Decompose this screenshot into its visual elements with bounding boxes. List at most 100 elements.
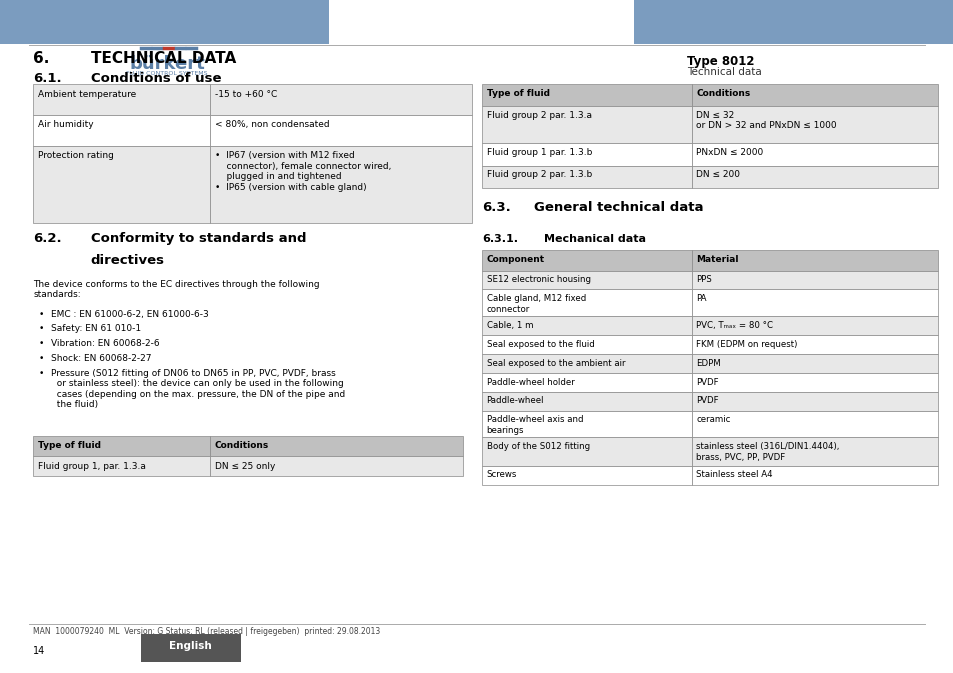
- Text: stainless steel (316L/DIN1.4404),
brass, PVC, PP, PVDF: stainless steel (316L/DIN1.4404), brass,…: [696, 442, 839, 462]
- Bar: [481, 271, 691, 289]
- Bar: [691, 316, 937, 335]
- Text: MAN  1000079240  ML  Version: G Status: RL (released | freigegeben)  printed: 29: MAN 1000079240 ML Version: G Status: RL …: [33, 627, 380, 636]
- Text: FKM (EDPM on request): FKM (EDPM on request): [696, 340, 797, 349]
- Text: 6.2.: 6.2.: [33, 232, 62, 244]
- Text: EDPM: EDPM: [696, 359, 720, 367]
- Bar: [481, 250, 691, 271]
- Text: PPS: PPS: [696, 275, 712, 284]
- Text: Cable gland, M12 fixed
connector: Cable gland, M12 fixed connector: [486, 294, 585, 314]
- Text: Pressure (S012 fitting of DN06 to DN65 in PP, PVC, PVDF, brass
  or stainless st: Pressure (S012 fitting of DN06 to DN65 i…: [51, 369, 344, 409]
- Text: PA: PA: [696, 294, 706, 303]
- Bar: [691, 166, 937, 188]
- Text: Mechanical data: Mechanical data: [543, 234, 645, 244]
- Text: Technical data: Technical data: [686, 67, 760, 77]
- Text: Paddle-wheel holder: Paddle-wheel holder: [486, 378, 574, 386]
- Text: •: •: [38, 369, 44, 378]
- Text: Air humidity: Air humidity: [38, 120, 93, 129]
- Bar: [481, 411, 691, 437]
- Text: Fluid group 1 par. 1.3.b: Fluid group 1 par. 1.3.b: [486, 148, 591, 157]
- Bar: [481, 354, 691, 373]
- Text: PVC, Tₘₐₓ = 80 °C: PVC, Tₘₐₓ = 80 °C: [696, 321, 773, 330]
- Text: •: •: [38, 324, 44, 333]
- Text: •: •: [38, 354, 44, 363]
- Bar: [481, 84, 691, 106]
- Text: Cable, 1 m: Cable, 1 m: [486, 321, 533, 330]
- Bar: [481, 466, 691, 485]
- Text: Stainless steel A4: Stainless steel A4: [696, 470, 772, 479]
- Text: TECHNICAL DATA: TECHNICAL DATA: [91, 51, 235, 66]
- Text: Component: Component: [486, 255, 544, 264]
- Bar: [634, 0, 953, 44]
- Bar: [691, 354, 937, 373]
- Bar: [481, 106, 691, 143]
- Text: 6.3.: 6.3.: [481, 201, 510, 214]
- Bar: [210, 146, 472, 223]
- Text: 6.3.1.: 6.3.1.: [481, 234, 517, 244]
- Text: < 80%, non condensated: < 80%, non condensated: [214, 120, 329, 129]
- Text: •: •: [38, 339, 44, 348]
- Text: Conditions of use: Conditions of use: [91, 72, 221, 85]
- Text: Type of fluid: Type of fluid: [38, 441, 101, 450]
- Bar: [481, 437, 691, 466]
- Text: -15 to +60 °C: -15 to +60 °C: [214, 90, 276, 98]
- Text: Protection rating: Protection rating: [38, 151, 114, 160]
- Text: General technical data: General technical data: [534, 201, 703, 214]
- Text: The device conforms to the EC directives through the following
standards:: The device conforms to the EC directives…: [33, 280, 319, 299]
- Text: DN ≤ 25 only: DN ≤ 25 only: [214, 462, 274, 470]
- Text: Shock: EN 60068-2-27: Shock: EN 60068-2-27: [51, 354, 151, 363]
- Bar: [141, 634, 241, 662]
- Text: PVDF: PVDF: [696, 396, 719, 405]
- Bar: [691, 289, 937, 316]
- Text: Screws: Screws: [486, 470, 517, 479]
- Bar: [210, 115, 472, 146]
- Bar: [691, 373, 937, 392]
- Text: Conformity to standards and: Conformity to standards and: [91, 232, 306, 244]
- Bar: [691, 392, 937, 411]
- Text: Body of the S012 fitting: Body of the S012 fitting: [486, 442, 589, 451]
- Bar: [691, 411, 937, 437]
- Text: •: •: [38, 310, 44, 318]
- Text: Fluid group 2 par. 1.3.a: Fluid group 2 par. 1.3.a: [486, 111, 591, 120]
- Bar: [691, 250, 937, 271]
- Text: ceramic: ceramic: [696, 415, 730, 424]
- Bar: [33, 456, 210, 476]
- Bar: [481, 143, 691, 166]
- Bar: [691, 437, 937, 466]
- Bar: [691, 106, 937, 143]
- Bar: [33, 84, 210, 115]
- Text: Paddle-wheel: Paddle-wheel: [486, 396, 543, 405]
- Bar: [691, 335, 937, 354]
- Text: •  IP67 (version with M12 fixed
    connector), female connector wired,
    plug: • IP67 (version with M12 fixed connector…: [214, 151, 391, 192]
- Text: PVDF: PVDF: [696, 378, 719, 386]
- Bar: [33, 115, 210, 146]
- Text: Type 8012: Type 8012: [686, 55, 754, 68]
- Text: Conditions: Conditions: [696, 89, 750, 98]
- Bar: [210, 436, 462, 456]
- Text: Ambient temperature: Ambient temperature: [38, 90, 136, 98]
- Text: Paddle-wheel axis and
bearings: Paddle-wheel axis and bearings: [486, 415, 582, 435]
- Bar: [481, 335, 691, 354]
- Text: English: English: [170, 641, 212, 651]
- Text: Conditions: Conditions: [214, 441, 269, 450]
- Text: Safety: EN 61 010-1: Safety: EN 61 010-1: [51, 324, 140, 333]
- Text: EMC : EN 61000-6-2, EN 61000-6-3: EMC : EN 61000-6-2, EN 61000-6-3: [51, 310, 208, 318]
- Bar: [481, 373, 691, 392]
- Text: 6.1.: 6.1.: [33, 72, 62, 85]
- Bar: [691, 84, 937, 106]
- Text: 14: 14: [33, 646, 46, 656]
- Text: PNxDN ≤ 2000: PNxDN ≤ 2000: [696, 148, 762, 157]
- Bar: [691, 271, 937, 289]
- Text: Type of fluid: Type of fluid: [486, 89, 549, 98]
- Text: SE12 electronic housing: SE12 electronic housing: [486, 275, 590, 284]
- Text: bürkert: bürkert: [129, 55, 205, 73]
- Text: Material: Material: [696, 255, 739, 264]
- Text: Fluid group 2 par. 1.3.b: Fluid group 2 par. 1.3.b: [486, 170, 591, 179]
- Text: Seal exposed to the ambient air: Seal exposed to the ambient air: [486, 359, 624, 367]
- Bar: [33, 146, 210, 223]
- Bar: [691, 143, 937, 166]
- Bar: [691, 466, 937, 485]
- Text: DN ≤ 200: DN ≤ 200: [696, 170, 740, 179]
- Bar: [481, 392, 691, 411]
- Bar: [33, 436, 210, 456]
- Text: DN ≤ 32
or DN > 32 and PNxDN ≤ 1000: DN ≤ 32 or DN > 32 and PNxDN ≤ 1000: [696, 111, 836, 131]
